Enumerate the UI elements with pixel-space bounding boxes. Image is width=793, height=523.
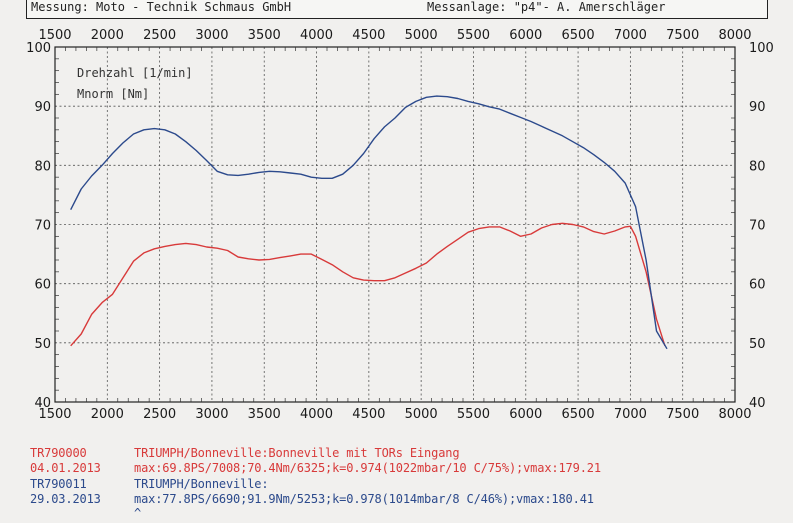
run2-stats: max:77.8PS/6690;91.9Nm/5253;k=0.978(1014… [134,492,594,506]
x-tick-label-top: 4000 [300,28,333,43]
measurement-header: Messung: Moto - Technik Schmaus GmbH Mes… [26,0,768,19]
x-tick-label-top: 5000 [405,28,438,43]
run2-id: TR790011 [30,477,87,491]
run1-stats: max:69.8PS/7008;70.4Nm/6325;k=0.974(1022… [134,461,601,475]
x-tick-label-bottom: 6500 [562,407,595,422]
x-tick-label-top: 6000 [509,28,542,43]
chart-grid [55,47,735,402]
chart-legend: Drehzahl [1/min] Mnorm [Nm] [77,66,193,101]
x-tick-label-bottom: 2500 [143,407,176,422]
run1-date: 04.01.2013 [30,461,101,475]
x-tick-label-bottom: 2000 [91,407,124,422]
x-tick-label-top: 3000 [195,28,228,43]
y-tick-label-left: 100 [26,41,51,56]
x-tick-label-top: 7500 [666,28,699,43]
x-tick-label-top: 6500 [562,28,595,43]
x-tick-label-bottom: 4000 [300,407,333,422]
legend-label-mnorm: Mnorm [Nm] [77,87,149,101]
y-tick-label-left: 60 [34,278,51,293]
x-tick-label-top: 8000 [718,28,751,43]
chart-series [70,95,668,350]
series-line-tr790011 [70,95,668,350]
y-tick-label-right: 100 [749,41,774,56]
axis-ticks: 1500 1500 2000 2000 2500 2500 3000 3000 3500 3500… [26,28,774,422]
x-tick-label-bottom: 3500 [248,407,281,422]
series-line-tr790000 [70,222,666,347]
measurement-company: Messung: Moto - Technik Schmaus GmbH [31,0,292,14]
x-tick-label-bottom: 6000 [509,407,542,422]
y-tick-label-right: 70 [749,219,766,234]
x-tick-label-top: 1500 [38,28,71,43]
run2-marker: ^ [134,506,142,520]
x-tick-label-bottom: 7500 [666,407,699,422]
y-tick-label-left: 90 [34,100,51,115]
x-tick-label-bottom: 5500 [457,407,490,422]
x-tick-label-top: 5500 [457,28,490,43]
x-tick-label-bottom: 5000 [405,407,438,422]
x-tick-label-top: 4500 [352,28,385,43]
x-tick-label-bottom: 4500 [352,407,385,422]
y-tick-label-left: 70 [34,219,51,234]
run1-id: TR790000 [30,446,87,460]
dyno-chart: 1500 1500 2000 2000 2500 2500 3000 3000 3500 3500… [26,28,774,422]
measurement-rig: Messanlage: "p4"- A. Amerschläger [427,0,666,14]
y-tick-label-left: 80 [34,159,51,174]
run2-description: TRIUMPH/Bonneville: [134,477,269,491]
x-tick-label-bottom: 1500 [38,407,71,422]
y-tick-label-right: 90 [749,100,766,115]
x-tick-label-bottom: 8000 [718,407,751,422]
x-tick-label-bottom: 3000 [195,407,228,422]
x-tick-label-top: 2000 [91,28,124,43]
plot-frame [54,46,736,403]
y-tick-label-right: 50 [749,337,766,352]
y-tick-label-right: 80 [749,159,766,174]
x-tick-label-top: 3500 [248,28,281,43]
legend-label-drehzahl: Drehzahl [1/min] [77,66,193,80]
x-tick-label-top: 7000 [614,28,647,43]
run1-description: TRIUMPH/Bonneville:Bonneville mit TORs E… [134,446,460,460]
y-tick-label-right: 40 [749,396,766,411]
y-tick-label-left: 40 [34,396,51,411]
x-tick-label-top: 2500 [143,28,176,43]
y-tick-label-right: 60 [749,278,766,293]
y-tick-label-left: 50 [34,337,51,352]
x-tick-label-bottom: 7000 [614,407,647,422]
run2-date: 29.03.2013 [30,492,101,506]
